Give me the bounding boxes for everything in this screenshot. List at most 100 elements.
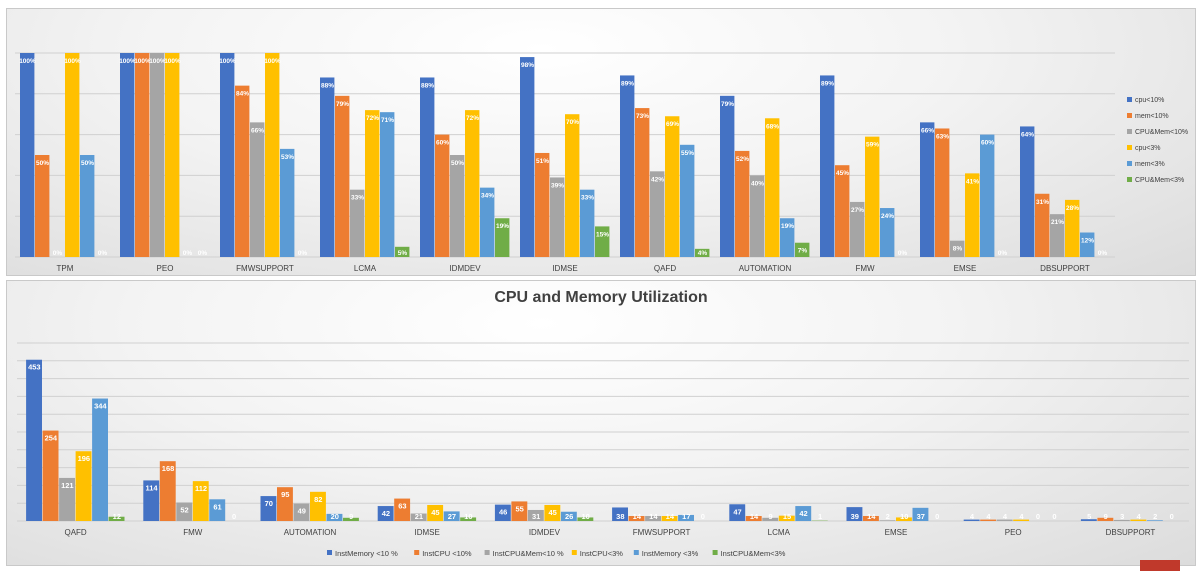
data-label: 89% — [621, 80, 634, 87]
bar — [950, 240, 965, 257]
bar — [427, 504, 444, 521]
data-label: 31% — [1036, 199, 1049, 206]
data-label: 0 — [1170, 512, 1174, 521]
data-label: 27 — [448, 512, 456, 521]
bar — [612, 507, 628, 521]
data-label: 14 — [666, 512, 675, 521]
bar — [665, 116, 680, 258]
bar — [343, 517, 359, 521]
data-label: 55% — [681, 150, 694, 157]
legend-label: cpu<10% — [1135, 97, 1164, 104]
bar — [320, 77, 335, 257]
bar — [980, 519, 997, 521]
bar — [996, 519, 1013, 521]
data-label: 168 — [162, 464, 175, 473]
bar — [277, 487, 293, 521]
legend-label: CPU&Mem<10% — [1135, 129, 1188, 136]
data-label: 15 — [783, 512, 791, 521]
data-label: 5% — [398, 250, 408, 257]
data-label: 79% — [721, 101, 734, 108]
data-label: 15% — [596, 231, 609, 238]
data-label: 50% — [451, 160, 464, 167]
data-label: 84% — [236, 91, 249, 98]
data-label: 10 — [464, 512, 472, 521]
bar — [645, 516, 661, 521]
category-label: FMW — [855, 264, 875, 273]
data-label: 0 — [1052, 512, 1056, 521]
data-label: 60% — [981, 140, 994, 147]
data-label: 254 — [45, 434, 58, 443]
data-label: 33% — [581, 195, 594, 202]
bar — [577, 517, 594, 521]
category-label: QAFD — [64, 528, 86, 537]
bar — [460, 517, 477, 521]
category-label: EMSE — [954, 264, 977, 273]
bar — [92, 398, 108, 521]
legend-label: InstCPU <10% — [422, 549, 472, 558]
data-label: 0% — [183, 250, 193, 257]
data-label: 70% — [566, 119, 579, 126]
bar — [762, 517, 779, 521]
data-label: 39 — [851, 512, 859, 521]
bar — [635, 108, 650, 257]
bar — [150, 53, 165, 257]
data-label: 20 — [331, 512, 339, 521]
brand-mark — [1140, 560, 1180, 571]
count-chart-canvas: QAFD FMW AUTOMATION IDMSE IDMDEV FMWSUPPORT LC… — [17, 342, 1189, 558]
data-label: 50% — [36, 160, 49, 167]
bar — [565, 114, 580, 257]
data-label: 82 — [314, 495, 322, 504]
data-label: 37 — [917, 512, 925, 521]
data-label: 0 — [701, 512, 705, 521]
data-label: 121 — [61, 481, 74, 490]
data-label: 69% — [666, 121, 679, 128]
bar — [420, 77, 435, 257]
bar — [209, 499, 226, 521]
bar — [735, 150, 750, 257]
legend-label: InstMemory <3% — [642, 549, 699, 558]
legend-label: InstMemory <10 % — [335, 549, 398, 558]
bar — [1013, 519, 1030, 521]
legend-swatch — [1127, 97, 1132, 102]
data-label: 24% — [881, 213, 894, 220]
bar — [580, 189, 595, 257]
data-label: 0% — [198, 250, 208, 257]
bar — [863, 516, 879, 521]
bar — [511, 501, 528, 521]
legend-label: InstCPU&Mem<3% — [721, 549, 786, 558]
legend-swatch — [1127, 145, 1132, 150]
data-label: 4 — [1019, 512, 1024, 521]
data-label: 9 — [349, 512, 353, 521]
data-label: 0% — [53, 250, 63, 257]
category-label: IDMSE — [415, 528, 440, 537]
legend-swatch — [571, 550, 577, 555]
legend-swatch — [1127, 129, 1132, 134]
data-label: 8% — [953, 246, 963, 253]
data-label: 3 — [1120, 512, 1124, 521]
data-label: 100% — [64, 58, 81, 65]
bar — [395, 246, 410, 257]
bar — [250, 122, 265, 257]
data-label: 100% — [219, 58, 236, 65]
bar — [935, 128, 950, 257]
data-label: 49 — [298, 507, 306, 516]
bar — [465, 110, 480, 258]
data-label: 41% — [966, 178, 979, 185]
bar — [680, 144, 695, 257]
data-label: 98% — [521, 62, 534, 69]
category-label: DBSUPPORT — [1040, 264, 1090, 273]
instance-count-chart: CPU and Memory Utilization QAFD FMW AUTOMA… — [6, 280, 1196, 566]
data-label: 59% — [866, 142, 879, 149]
percent-chart-canvas: TPM PEO FMWSUPPORT LCMA IDMDEV IDMSE QAFD AUTOM… — [15, 52, 1188, 273]
bar — [377, 506, 394, 521]
data-label: 72% — [466, 115, 479, 122]
data-label: 51% — [536, 158, 549, 165]
bar — [365, 110, 380, 258]
bar — [628, 516, 645, 521]
bar — [326, 513, 343, 521]
bar — [661, 516, 678, 521]
data-label: 72% — [366, 115, 379, 122]
data-label: 9 — [1104, 512, 1108, 521]
data-label: 52% — [736, 156, 749, 163]
bar — [165, 53, 180, 257]
